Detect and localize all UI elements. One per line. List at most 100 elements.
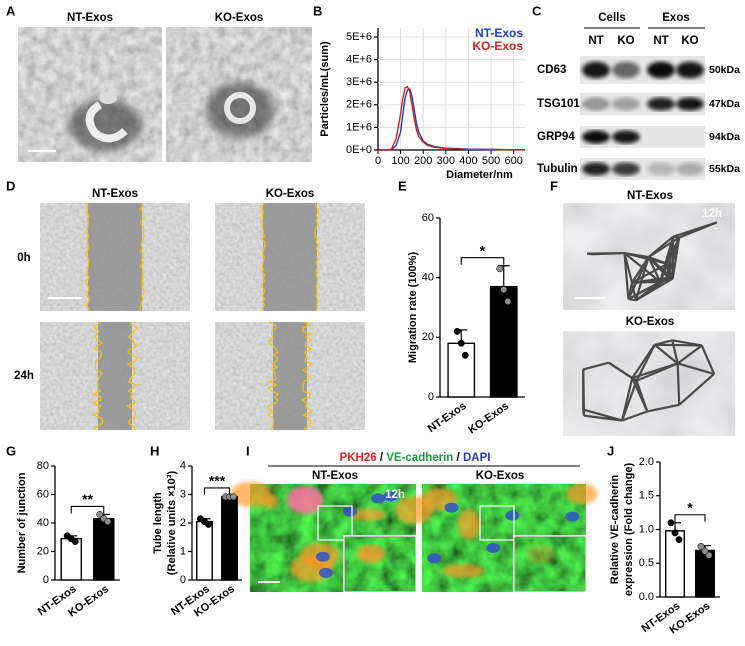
significance: * bbox=[480, 242, 486, 258]
image-title: NT-Exos bbox=[67, 12, 113, 24]
tube bbox=[678, 221, 718, 239]
wound-edge bbox=[300, 321, 313, 431]
y-tick-label: 1 bbox=[180, 545, 186, 557]
y-tick-label: 4E+6 bbox=[346, 54, 372, 66]
nucleus bbox=[486, 542, 501, 553]
separator: / bbox=[457, 452, 461, 464]
y-tick-label: 0.0 bbox=[639, 591, 654, 603]
band bbox=[612, 130, 640, 144]
panel-letter: C bbox=[532, 3, 542, 18]
wound-edge bbox=[85, 202, 91, 312]
y-axis-label: Particles/mL(sum) bbox=[319, 41, 331, 137]
protein-label: GRP94 bbox=[537, 131, 575, 143]
pkh26-signal bbox=[351, 508, 386, 521]
tube bbox=[582, 408, 623, 422]
nucleus bbox=[505, 510, 520, 521]
nucleus bbox=[565, 511, 580, 522]
tube-image bbox=[563, 331, 735, 436]
wound-gap bbox=[273, 322, 307, 430]
protein-label: Tubulin bbox=[537, 163, 578, 175]
image-detail bbox=[69, 99, 141, 151]
column-label: NT-Exos bbox=[312, 470, 358, 482]
image-detail bbox=[85, 101, 128, 143]
tube bbox=[647, 256, 662, 283]
band bbox=[647, 162, 675, 176]
x-tick-label: 300 bbox=[437, 155, 455, 167]
panel-i: I PKH26 / VE-cadherin / DAPI NT-Exos KO-… bbox=[230, 443, 598, 593]
wound-edge bbox=[91, 321, 104, 431]
y-tick-label: 0 bbox=[428, 391, 434, 403]
nucleus bbox=[383, 491, 398, 502]
column-label: KO-Exos bbox=[266, 188, 315, 200]
wound-edge bbox=[125, 321, 139, 431]
stain: DAPI bbox=[463, 452, 490, 464]
x-tick-label: NT-Exos bbox=[426, 400, 469, 435]
tube bbox=[623, 252, 661, 283]
wound-edge bbox=[139, 202, 145, 311]
lane-label: KO bbox=[681, 35, 698, 47]
lane-label: NT bbox=[653, 35, 668, 47]
tube bbox=[654, 343, 702, 347]
x-tick-label: 500 bbox=[482, 155, 500, 167]
tube bbox=[700, 345, 716, 375]
panel-c: C Cells Exos NT KO NT KO CD63 50kDa TSG101… bbox=[532, 3, 740, 180]
bar bbox=[221, 496, 238, 581]
tube bbox=[654, 339, 673, 346]
band bbox=[676, 162, 704, 176]
y-tick-label: 1.0 bbox=[639, 523, 654, 535]
significance-bracket bbox=[203, 487, 231, 495]
x-axis-label: Diameter/nm bbox=[446, 169, 513, 181]
stain: VE-cadherin bbox=[386, 452, 453, 464]
tube bbox=[659, 276, 669, 283]
tube bbox=[678, 373, 715, 406]
image-detail bbox=[206, 82, 274, 138]
image-title: KO-Exos bbox=[215, 12, 264, 24]
y-tick-label: 1.5 bbox=[639, 490, 654, 502]
panel-f: F NT-Exos KO-Exos 12h bbox=[550, 178, 735, 436]
band bbox=[647, 97, 675, 111]
zoom-box bbox=[479, 505, 515, 541]
tube bbox=[667, 237, 681, 278]
y-tick-label: 2.0 bbox=[639, 456, 654, 468]
image-title: KO-Exos bbox=[626, 316, 675, 328]
band bbox=[676, 97, 704, 111]
y-axis-label: Number of junction bbox=[16, 472, 28, 573]
image-detail bbox=[99, 92, 117, 104]
band bbox=[647, 61, 675, 79]
image-detail bbox=[224, 92, 256, 124]
panel-a: A NT-Exos KO-Exos bbox=[6, 3, 312, 162]
pkh26-signal bbox=[357, 545, 385, 563]
data-point bbox=[104, 518, 112, 526]
column-label: KO-Exos bbox=[476, 470, 525, 482]
y-tick-label: 0 bbox=[180, 574, 186, 586]
data-point bbox=[96, 511, 104, 518]
wound-gap bbox=[88, 203, 142, 311]
pkh26-signal bbox=[287, 486, 323, 514]
y-tick-label: 5E+6 bbox=[346, 31, 372, 43]
nucleus bbox=[444, 502, 459, 513]
nucleus bbox=[315, 551, 330, 562]
tube bbox=[631, 362, 679, 380]
data-point bbox=[675, 536, 683, 544]
data-point bbox=[496, 265, 504, 273]
significance-bracket bbox=[70, 505, 105, 514]
y-tick-label: 1E+6 bbox=[346, 121, 372, 133]
y-tick-label: 2 bbox=[180, 517, 186, 529]
tube bbox=[583, 361, 609, 371]
y-tick-label: 3 bbox=[180, 488, 186, 500]
data-point bbox=[461, 351, 469, 359]
wound-gap bbox=[98, 322, 132, 430]
panel-letter: B bbox=[313, 3, 322, 18]
y-tick-label: 60 bbox=[37, 488, 49, 500]
tube bbox=[677, 344, 703, 365]
panel-letter: F bbox=[550, 178, 558, 193]
lane-label: KO bbox=[617, 35, 634, 47]
series-line bbox=[378, 85, 525, 151]
y-tick-label: 60 bbox=[422, 212, 434, 224]
x-tick-label: 0 bbox=[375, 155, 381, 167]
data-point bbox=[453, 327, 461, 335]
size-label: 47kDa bbox=[709, 98, 740, 110]
x-tick-label: 600 bbox=[505, 155, 523, 167]
tube bbox=[624, 252, 649, 259]
cell-features bbox=[230, 481, 598, 593]
